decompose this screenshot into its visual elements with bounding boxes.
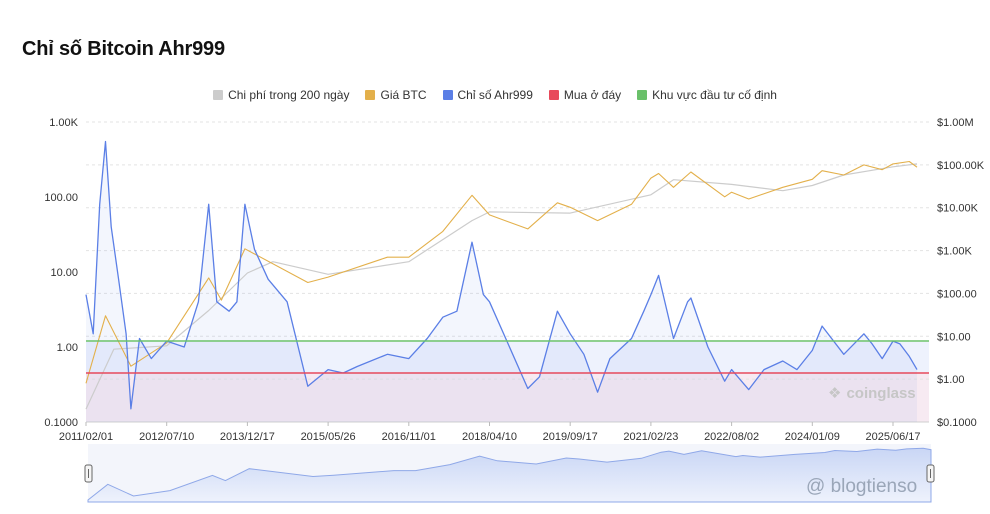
- legend-label: Giá BTC: [380, 88, 427, 102]
- navigator-area: [87, 447, 932, 503]
- y-right-tick-label: $0.1000: [937, 417, 977, 429]
- range-navigator[interactable]: [84, 444, 935, 503]
- x-tick-label: 2018/04/10: [462, 431, 517, 443]
- zone-band-buy: [86, 374, 929, 422]
- chart-title: Chỉ số Bitcoin Ahr999: [22, 38, 225, 60]
- legend-item-buy-bottom[interactable]: Mua ở đáy: [548, 88, 622, 102]
- coinglass-logo: ❖ coinglass: [828, 384, 916, 403]
- y-right-tick-label: $100.00K: [937, 160, 985, 172]
- x-tick-label: 2025/06/17: [865, 431, 920, 443]
- legend-item-dca-zone[interactable]: Khu vực đầu tư cố định: [637, 88, 777, 102]
- ahr999-area: [86, 141, 917, 422]
- x-tick-label: 2012/07/10: [139, 431, 194, 443]
- y-right-tick-label: $1.00K: [937, 246, 973, 258]
- y-left-tick-label: 100.00: [44, 192, 78, 204]
- watermark-text: @ blogtienso: [806, 476, 918, 497]
- legend-item-ahr999[interactable]: Chỉ số Ahr999: [442, 88, 533, 102]
- legend-item-btc-price[interactable]: Giá BTC: [365, 88, 427, 102]
- right-y-axis: $1.00M $100.00K $10.00K $1.00K $100.00 $10.00…: [937, 117, 985, 429]
- chart-legend: Chi phí trong 200 ngày Giá BTC Chỉ số Ah…: [0, 88, 990, 102]
- x-tick-label: 2024/01/09: [785, 431, 840, 443]
- x-tick-label: 2013/12/17: [220, 431, 275, 443]
- x-tick-label: 2011/02/01: [59, 431, 113, 443]
- y-right-tick-label: $100.00: [937, 288, 977, 300]
- x-tick-label: 2022/08/02: [704, 431, 759, 443]
- legend-swatch: [548, 90, 559, 100]
- legend-label: Mua ở đáy: [563, 88, 622, 102]
- y-left-tick-label: 1.00K: [49, 117, 78, 129]
- legend-swatch: [637, 90, 648, 100]
- x-axis: 2011/02/01 2012/07/10 2013/12/17 2015/05/26…: [59, 422, 921, 443]
- legend-swatch: [365, 90, 376, 100]
- legend-swatch: [442, 90, 453, 100]
- y-left-tick-label: 0.1000: [44, 417, 78, 429]
- left-y-axis: 1.00K 100.00 10.00 1.00 0.1000: [44, 117, 78, 429]
- series-line-200-day-cost: [85, 163, 918, 410]
- x-tick-label: 2015/05/26: [301, 431, 356, 443]
- coinglass-icon: ❖: [828, 385, 842, 402]
- y-right-tick-label: $10.00K: [937, 203, 979, 215]
- watermark: @ blogtienso: [806, 476, 917, 498]
- legend-label: Chi phí trong 200 ngày: [228, 88, 350, 102]
- y-right-tick-label: $1.00: [937, 374, 965, 386]
- y-right-tick-label: $10.00: [937, 331, 971, 343]
- x-tick-label: 2016/11/01: [382, 431, 436, 443]
- brand-text: coinglass: [846, 384, 916, 402]
- legend-swatch: [213, 90, 224, 100]
- y-left-tick-label: 10.00: [50, 267, 78, 279]
- x-tick-label: 2019/09/17: [543, 431, 598, 443]
- y-right-tick-label: $1.00M: [937, 117, 974, 129]
- zone-band-dca: [86, 342, 929, 374]
- series-layer: [85, 140, 918, 422]
- y-left-tick-label: 1.00: [57, 342, 78, 354]
- x-tick-label: 2021/02/23: [623, 431, 678, 443]
- legend-label: Chỉ số Ahr999: [457, 88, 533, 102]
- series-line-ahr999: [85, 140, 918, 410]
- legend-label: Khu vực đầu tư cố định: [652, 88, 777, 102]
- legend-item-200-day-cost[interactable]: Chi phí trong 200 ngày: [213, 88, 349, 102]
- series-line-btc-price: [85, 160, 918, 384]
